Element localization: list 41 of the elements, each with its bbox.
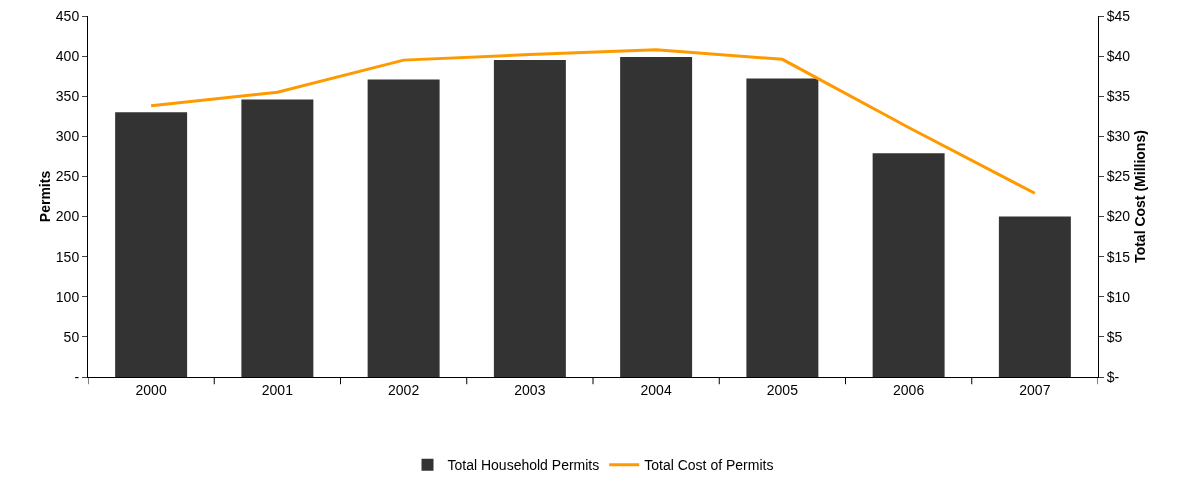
bar — [241, 99, 314, 377]
x-tick-label: 2002 — [388, 381, 420, 398]
x-tick-label: 2005 — [766, 381, 799, 398]
bar — [872, 153, 945, 377]
bar — [998, 216, 1071, 377]
y2-tick-label: $30 — [1106, 128, 1131, 145]
x-tick-label: 2006 — [893, 381, 925, 398]
y-tick-label: 350 — [55, 88, 80, 105]
y-tick-label: 400 — [55, 48, 80, 65]
line-series — [149, 48, 1037, 195]
legend-label: Total Household Permits — [447, 457, 600, 474]
y2-tick-label: $40 — [1106, 48, 1131, 65]
y2-tick-label: $45 — [1106, 7, 1131, 24]
x-tick-label: 2007 — [1019, 381, 1051, 398]
y-tick-label: 450 — [55, 7, 80, 24]
x-tick-label: 2000 — [135, 381, 167, 398]
y-tick-label: 250 — [55, 168, 80, 185]
y2-tick-label: $35 — [1106, 88, 1131, 105]
x-tick-label: 2004 — [640, 381, 672, 398]
y2-tick-label: $5 — [1106, 328, 1123, 345]
y-tick-label: 200 — [55, 208, 80, 225]
x-tick-label: 2003 — [514, 381, 546, 398]
y-tick-label: - — [74, 368, 80, 385]
x-tick-label: 2001 — [261, 381, 294, 398]
bar — [620, 56, 693, 377]
bar — [746, 78, 819, 377]
bar — [493, 60, 566, 377]
y-tick-label: 150 — [55, 248, 80, 265]
y-tick-label: 50 — [63, 328, 80, 345]
y2-tick-label: $20 — [1106, 208, 1131, 225]
legend-label: Total Cost of Permits — [644, 457, 774, 474]
y-tick-label: 100 — [55, 288, 80, 305]
bar — [115, 112, 188, 377]
y-axis-title: Permits — [37, 170, 53, 223]
bar — [367, 79, 440, 377]
y2-tick-label: $15 — [1106, 248, 1131, 265]
y2-tick-label: $- — [1106, 368, 1120, 385]
y2-tick-label: $10 — [1106, 288, 1131, 305]
y2-tick-label: $25 — [1106, 168, 1131, 185]
y2-axis-title: Total Cost (Millions) — [1132, 130, 1149, 263]
y-tick-label: 300 — [55, 128, 80, 145]
